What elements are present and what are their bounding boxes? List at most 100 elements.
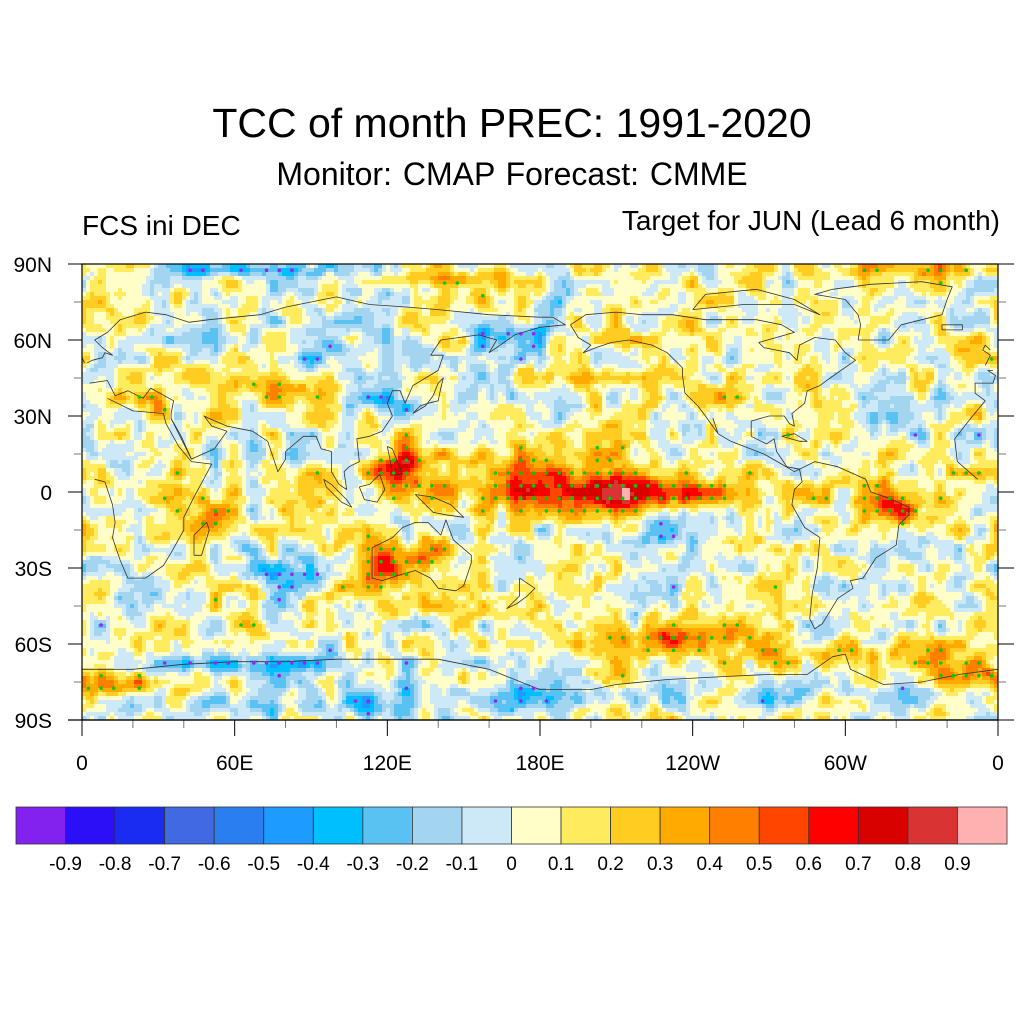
significance-dot bbox=[379, 572, 383, 577]
significance-dot bbox=[328, 648, 332, 653]
colorbar-swatch bbox=[709, 806, 760, 845]
significance-dot bbox=[608, 496, 612, 501]
significance-dot bbox=[150, 395, 154, 399]
significance-dot bbox=[646, 648, 650, 653]
coastline bbox=[954, 438, 978, 480]
significance-dot bbox=[481, 293, 485, 298]
significance-dot bbox=[773, 661, 778, 665]
significance-dot bbox=[137, 686, 142, 691]
significance-dot bbox=[531, 471, 536, 475]
significance-dot bbox=[404, 471, 409, 475]
colorbar-label: 0.6 bbox=[796, 854, 822, 875]
significance-dot bbox=[671, 534, 676, 539]
significance-dot bbox=[430, 547, 434, 551]
coastline bbox=[506, 577, 536, 609]
significance-dot bbox=[366, 699, 371, 703]
significance-dot bbox=[557, 509, 561, 513]
colorbar-swatch bbox=[461, 806, 512, 845]
coastline bbox=[412, 377, 444, 414]
significance-dot bbox=[531, 344, 536, 349]
significance-dot bbox=[939, 281, 943, 285]
significance-dot bbox=[544, 483, 549, 488]
significance-dot bbox=[977, 661, 981, 665]
colorbar-swatch bbox=[560, 806, 611, 845]
significance-dot bbox=[391, 559, 396, 564]
coastline bbox=[170, 418, 192, 460]
significance-dot bbox=[493, 699, 498, 703]
significance-dot bbox=[404, 445, 409, 450]
significance-dot bbox=[455, 281, 460, 285]
significance-dot bbox=[595, 445, 600, 450]
coastline bbox=[386, 446, 403, 475]
significance-dot bbox=[989, 357, 994, 361]
significance-dot bbox=[557, 496, 561, 501]
significance-dot bbox=[404, 572, 409, 577]
colorbar: -0.9 -0.8 -0.7 -0.6 -0.5 -0.4 -0.3 -0.2 -0.1 0 0.1… bbox=[15, 806, 1008, 875]
y-tick-label: 90N bbox=[13, 254, 52, 277]
colorbar-swatch bbox=[65, 806, 116, 845]
significance-dot bbox=[302, 357, 307, 361]
significance-dot bbox=[290, 268, 294, 273]
significance-dot bbox=[290, 572, 294, 577]
significance-dot bbox=[493, 483, 498, 488]
significance-dot bbox=[391, 471, 396, 475]
significance-dot bbox=[506, 496, 511, 501]
significance-dot bbox=[506, 331, 511, 336]
significance-dot bbox=[252, 382, 256, 387]
significance-dot bbox=[481, 331, 485, 336]
colorbar-label: 0 bbox=[506, 854, 517, 875]
x-tick-label: 120E bbox=[363, 752, 412, 775]
significance-dot bbox=[964, 673, 968, 678]
significance-dot bbox=[519, 699, 523, 703]
coastline bbox=[781, 433, 808, 442]
coastline bbox=[415, 494, 465, 518]
significance-dot bbox=[570, 496, 574, 501]
significance-dot bbox=[620, 471, 625, 475]
significance-dot bbox=[112, 686, 116, 691]
significance-dot bbox=[264, 572, 269, 577]
significance-dot bbox=[964, 268, 968, 273]
significance-dot bbox=[531, 331, 536, 336]
significance-dot bbox=[595, 509, 600, 513]
significance-dot bbox=[404, 458, 409, 463]
significance-dot bbox=[226, 509, 231, 513]
significance-dot bbox=[302, 661, 307, 665]
significance-dot bbox=[277, 395, 282, 399]
significance-dot bbox=[786, 661, 790, 665]
significance-dot bbox=[493, 496, 498, 501]
colorbar-label: -0.9 bbox=[49, 854, 82, 875]
significance-dot bbox=[519, 483, 523, 488]
significance-dot bbox=[862, 483, 867, 488]
significance-dot bbox=[201, 268, 205, 273]
coastline bbox=[975, 370, 996, 384]
significance-dot bbox=[862, 496, 867, 501]
significance-dot bbox=[684, 635, 689, 640]
significance-dot bbox=[481, 496, 485, 501]
significance-dot bbox=[391, 458, 396, 463]
significance-dot bbox=[875, 496, 879, 501]
x-tick-label: 120W bbox=[665, 752, 720, 775]
significance-dot bbox=[290, 661, 294, 665]
significance-dot bbox=[366, 585, 371, 589]
coastline bbox=[86, 296, 566, 490]
significance-dot bbox=[175, 509, 180, 513]
significance-dot bbox=[875, 483, 879, 488]
x-tick-label: 60W bbox=[824, 752, 867, 775]
significance-dot bbox=[213, 597, 218, 602]
significance-dot bbox=[722, 635, 727, 640]
significance-dot bbox=[862, 509, 867, 513]
significance-dot bbox=[86, 686, 91, 691]
colorbar-swatch bbox=[114, 806, 166, 845]
colorbar-label: 0.2 bbox=[597, 854, 623, 875]
significance-dot bbox=[837, 648, 841, 653]
significance-dot bbox=[379, 458, 383, 463]
significance-dot bbox=[201, 496, 205, 501]
significance-dot bbox=[239, 268, 243, 273]
significance-dot bbox=[773, 648, 778, 653]
colorbar-swatch bbox=[411, 806, 463, 845]
significance-dot bbox=[697, 635, 701, 640]
significance-dot bbox=[277, 572, 282, 577]
significance-dot bbox=[671, 623, 676, 627]
significance-dot bbox=[786, 433, 790, 437]
